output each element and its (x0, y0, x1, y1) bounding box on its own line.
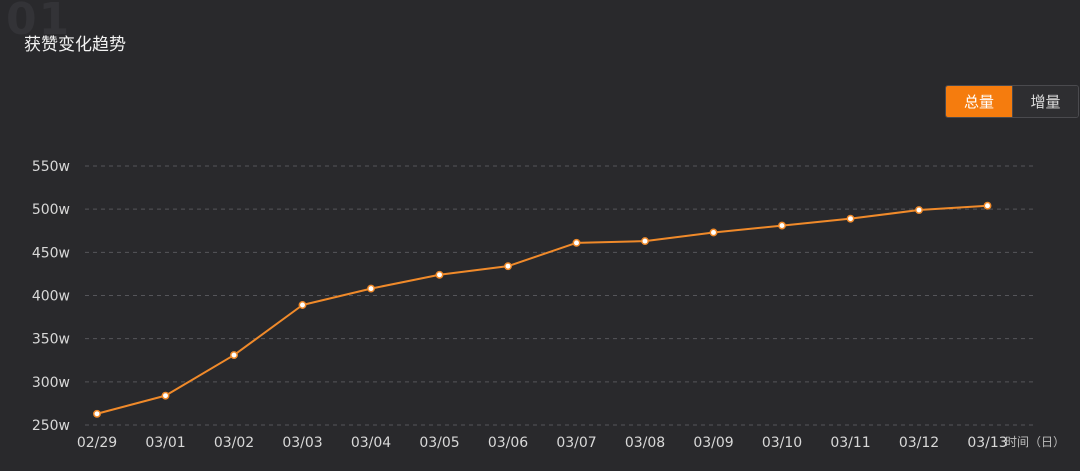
x-tick-label: 03/03 (282, 435, 322, 451)
data-point (709, 228, 718, 237)
x-tick-label: 03/02 (214, 435, 254, 451)
section-number: 01 (6, 0, 72, 45)
x-tick-label: 03/08 (625, 435, 665, 451)
data-point (93, 409, 101, 418)
x-tick-label: 03/11 (830, 435, 870, 451)
view-toggle: 总量 增量 (945, 85, 1079, 118)
y-tick-label: 550w (32, 159, 70, 175)
y-tick-label: 350w (32, 332, 70, 348)
data-point (846, 214, 855, 223)
data-point (641, 237, 649, 246)
data-point (230, 351, 238, 360)
data-point (367, 284, 375, 293)
increment-button[interactable]: 增量 (1012, 86, 1078, 117)
data-point (778, 221, 786, 230)
x-tick-label: 03/06 (488, 435, 528, 451)
y-tick-label: 250w (32, 418, 70, 434)
x-tick-label: 02/29 (77, 435, 117, 451)
y-tick-label: 450w (32, 245, 70, 261)
y-tick-label: 500w (32, 202, 70, 218)
data-point (572, 238, 581, 247)
data-point (435, 270, 444, 279)
data-point (504, 262, 512, 271)
series-line (96, 204, 988, 415)
y-tick-label: 400w (32, 289, 70, 305)
x-tick-label: 03/13 (967, 435, 1007, 451)
total-button[interactable]: 总量 (946, 86, 1012, 117)
y-tick-label: 300w (32, 375, 70, 391)
x-tick-label: 03/05 (419, 435, 459, 451)
data-point (915, 206, 923, 214)
x-tick-label: 03/04 (351, 435, 391, 451)
x-tick-label: 03/09 (693, 435, 733, 451)
data-point (161, 391, 170, 400)
x-tick-label: 03/12 (899, 435, 939, 451)
data-point (298, 301, 307, 309)
data-point (983, 201, 992, 210)
chart-title: 获赞变化趋势 (24, 35, 126, 55)
x-tick-label: 03/01 (145, 435, 185, 451)
x-tick-label: 03/07 (556, 435, 596, 451)
x-axis-label: 时间（日） (1005, 435, 1065, 449)
x-tick-label: 03/10 (762, 435, 802, 451)
